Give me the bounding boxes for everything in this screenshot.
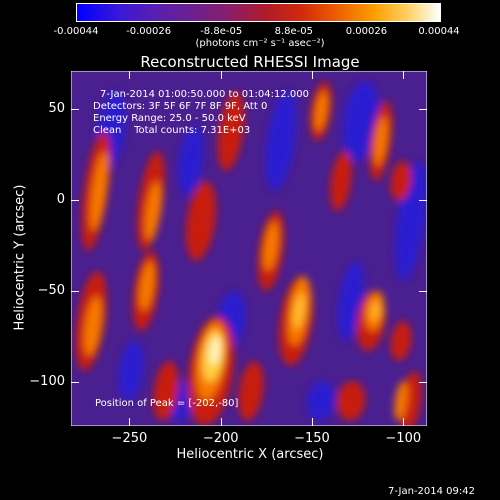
heatmap-region — [209, 337, 221, 365]
colorbar-tick-label: -0.00026 — [126, 26, 172, 37]
heatmap-image — [71, 71, 427, 426]
heatmap-region — [139, 261, 155, 311]
colorbar-tick-label: 0.00026 — [345, 26, 388, 37]
y-tick-mark — [71, 382, 79, 384]
heatmap-region — [186, 181, 216, 261]
heatmap-region — [369, 301, 381, 321]
heatmap-region — [144, 181, 162, 241]
y-tick-label: −50 — [37, 283, 65, 299]
chart-title: Reconstructed RHESSI Image — [140, 53, 360, 71]
heatmap-region — [293, 293, 305, 329]
heatmap-region — [394, 381, 408, 421]
clean-label: Clean Total counts: 7.31E+03 — [93, 125, 251, 136]
time-range-label: 7-Jan-2014 01:00:50.000 to 01:04:12.000 — [100, 89, 309, 100]
heatmap-region — [265, 91, 297, 191]
energy-range-label: Energy Range: 25.0 - 50.0 keV — [93, 113, 246, 124]
heatmap-region — [330, 151, 352, 211]
y-tick-label: 0 — [56, 192, 65, 208]
y-tick-mark — [419, 109, 427, 111]
heatmap-region — [263, 221, 279, 271]
x-tick-label: −250 — [111, 431, 148, 446]
y-tick-mark — [71, 200, 79, 202]
y-tick-mark — [419, 200, 427, 202]
x-tick-mark — [129, 71, 131, 79]
x-tick-mark — [403, 418, 405, 426]
heatmap-region — [314, 91, 328, 131]
heatmap-region — [374, 116, 388, 166]
heatmap-region — [118, 341, 144, 401]
y-tick-mark — [71, 109, 79, 111]
x-tick-label: −150 — [294, 431, 330, 446]
heatmap-region — [336, 381, 366, 421]
heatmap-region — [390, 161, 412, 201]
y-tick-mark — [71, 291, 79, 293]
heatmap-region — [90, 151, 108, 231]
x-tick-mark — [129, 418, 131, 426]
x-tick-mark — [311, 418, 313, 426]
y-tick-mark — [419, 382, 427, 384]
x-tick-label: −100 — [385, 431, 422, 446]
colorbar-tick-label: 0.00044 — [418, 26, 460, 37]
heatmap-region — [178, 126, 204, 196]
colorbar-tick-label: 8.8e-05 — [274, 26, 313, 37]
y-tick-mark — [419, 291, 427, 293]
x-tick-label: −200 — [202, 431, 239, 446]
y-axis-label: Heliocentric Y (arcsec) — [12, 184, 28, 331]
peak-position-label: Position of Peak = [-202,-80] — [95, 398, 239, 409]
y-tick-label: −100 — [29, 374, 65, 390]
y-tick-label: 50 — [48, 101, 65, 117]
heatmap-region — [84, 296, 102, 356]
heatmap-region — [153, 361, 179, 421]
x-tick-mark — [220, 71, 222, 79]
x-tick-mark — [403, 71, 405, 79]
footer-timestamp: 7-Jan-2014 09:42 — [388, 486, 475, 497]
heatmap-region — [390, 321, 412, 361]
colorbar-tick-label: -8.8e-05 — [200, 26, 243, 37]
x-axis-label: Heliocentric X (arcsec) — [176, 447, 324, 462]
detectors-label: Detectors: 3F 5F 6F 7F 8F 9F, Att 0 — [93, 101, 268, 112]
colorbar-tick-label: -0.00044 — [53, 26, 99, 37]
heatmap-region — [306, 381, 336, 421]
x-tick-mark — [311, 71, 313, 79]
x-tick-mark — [220, 418, 222, 426]
colorbar — [76, 3, 441, 22]
heatmap-region — [238, 361, 264, 421]
colorbar-units: (photons cm⁻² s⁻¹ asec⁻²) — [195, 38, 325, 49]
heatmap-region — [342, 81, 380, 161]
heatmap-region — [217, 91, 245, 171]
